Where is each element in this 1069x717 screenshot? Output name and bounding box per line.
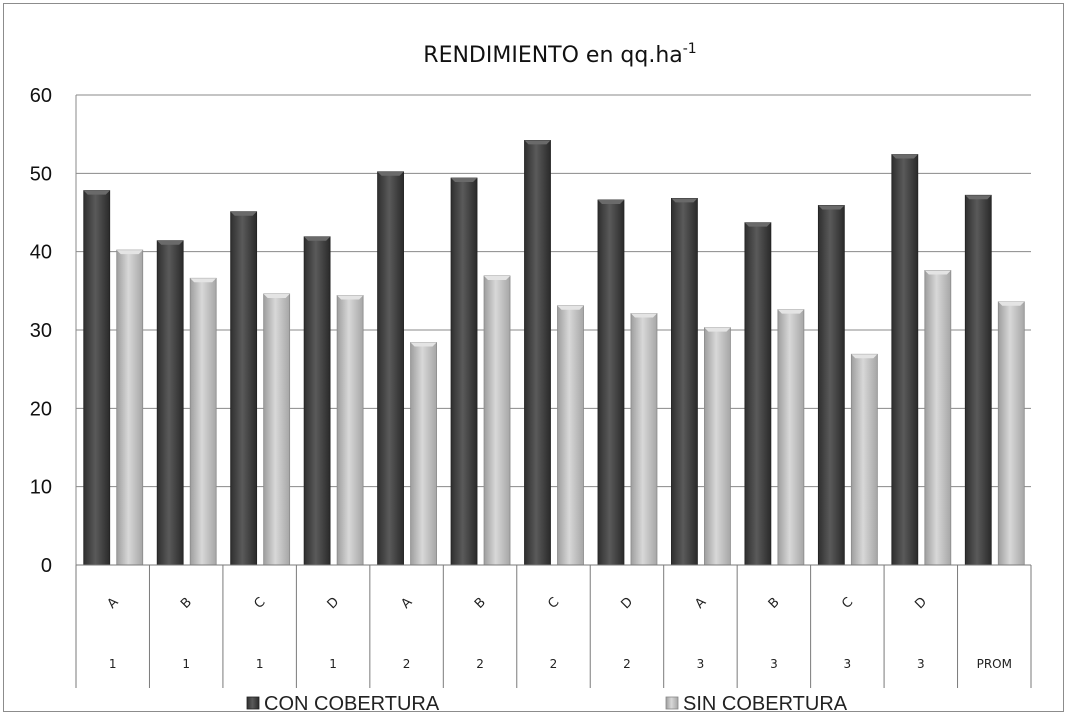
x-tick-label-group: 2 <box>476 657 484 671</box>
x-tick-label-group: 3 <box>697 657 705 671</box>
bar-cap <box>230 211 257 216</box>
x-tick-label-group: 1 <box>329 657 337 671</box>
bar-cap <box>451 178 478 183</box>
chart-title: RENDIMIENTO en qq.ha-1 <box>423 41 696 68</box>
bar-cap <box>377 171 404 176</box>
x-tick-label-letter: A <box>692 595 709 612</box>
x-tick-label-letter: D <box>618 595 636 613</box>
x-axis: A 1 B 1 C 1 D 1 A 2 B 2 C 2 D 2 A 3 B 3 C 3 D 3 PROM <box>75 564 1032 688</box>
bar-cap <box>851 354 878 359</box>
x-tick-label-group: 3 <box>844 657 852 671</box>
bar <box>924 270 952 566</box>
bar <box>817 205 845 566</box>
bar-cap <box>557 305 584 310</box>
bar-cap <box>777 309 804 314</box>
y-tick-label: 60 <box>30 85 52 107</box>
x-tick-label-letter: A <box>398 595 415 612</box>
bar <box>704 327 731 566</box>
x-tick-label-group: 1 <box>182 657 190 671</box>
bar <box>263 293 291 566</box>
x-tick-label-letter: C <box>251 595 268 612</box>
x-tick-label-group: 3 <box>770 657 778 671</box>
x-tick-label-letter: B <box>178 595 195 612</box>
bar <box>303 236 331 566</box>
x-tick-label-group: 1 <box>109 657 117 671</box>
bar-cap <box>263 293 290 298</box>
bar <box>671 197 698 566</box>
x-tick-label-letter: D <box>912 595 930 613</box>
bar-cap <box>190 278 217 283</box>
bar <box>557 305 584 566</box>
bar-cap <box>157 240 184 245</box>
x-tick-label-letter: B <box>472 595 489 612</box>
bar <box>450 177 478 566</box>
bar-cap <box>83 190 110 195</box>
bars <box>83 140 1025 566</box>
bar-cap <box>965 195 992 200</box>
legend: CON COBERTURA SIN COBERTURA <box>246 693 848 715</box>
bar <box>630 313 658 566</box>
bar-cap <box>891 154 918 159</box>
bar <box>597 199 625 566</box>
legend-label: SIN COBERTURA <box>683 693 848 715</box>
bar-cap <box>524 140 551 145</box>
bar <box>189 277 217 566</box>
legend-label: CON COBERTURA <box>264 693 440 715</box>
bar <box>156 240 184 566</box>
bar <box>997 301 1025 566</box>
bar-cap <box>998 301 1025 306</box>
x-tick-label-group: PROM <box>977 657 1012 671</box>
y-axis-ticks: 0 10 20 30 40 50 60 <box>30 85 52 577</box>
bar <box>744 222 772 566</box>
bar-cap <box>818 205 845 210</box>
bar-cap <box>744 222 771 227</box>
bar <box>410 342 437 566</box>
bar <box>336 295 364 566</box>
bar <box>483 275 511 566</box>
x-tick-label-group: 2 <box>550 657 558 671</box>
y-tick-label: 10 <box>30 477 52 499</box>
x-tick-label-letter: B <box>766 595 783 612</box>
x-tick-label-letter: A <box>105 595 122 612</box>
y-tick-label: 30 <box>30 320 52 342</box>
y-tick-label: 0 <box>41 555 52 577</box>
bar <box>964 194 992 566</box>
bar <box>850 353 878 566</box>
bar-cap <box>630 313 657 318</box>
bar <box>777 309 805 566</box>
y-tick-label: 50 <box>30 163 52 185</box>
legend-swatch <box>246 696 260 710</box>
x-tick-label-group: 3 <box>917 657 925 671</box>
x-tick-label-group: 2 <box>403 657 411 671</box>
bar <box>116 249 144 566</box>
x-tick-label-group: 2 <box>623 657 631 671</box>
bar-cap <box>597 199 624 204</box>
x-tick-label-letter: C <box>545 595 562 612</box>
x-tick-label-letter: D <box>325 595 343 613</box>
bar <box>524 140 551 566</box>
y-tick-label: 20 <box>30 398 52 420</box>
y-tick-label: 40 <box>30 242 52 264</box>
bar-cap <box>116 250 143 255</box>
bar-cap <box>410 342 437 347</box>
legend-swatch <box>665 696 679 710</box>
bar-cap <box>704 327 731 332</box>
bar-cap <box>671 198 698 203</box>
bar <box>377 171 404 566</box>
bar <box>230 211 258 566</box>
bar <box>891 154 919 566</box>
x-tick-label-letter: C <box>839 595 856 612</box>
x-tick-label-group: 1 <box>256 657 264 671</box>
bar-cap <box>484 275 511 280</box>
bar-cap <box>924 270 951 275</box>
bar-cap <box>337 295 364 300</box>
bar <box>83 190 111 566</box>
bar-cap <box>304 236 331 241</box>
gridlines <box>75 94 1031 566</box>
